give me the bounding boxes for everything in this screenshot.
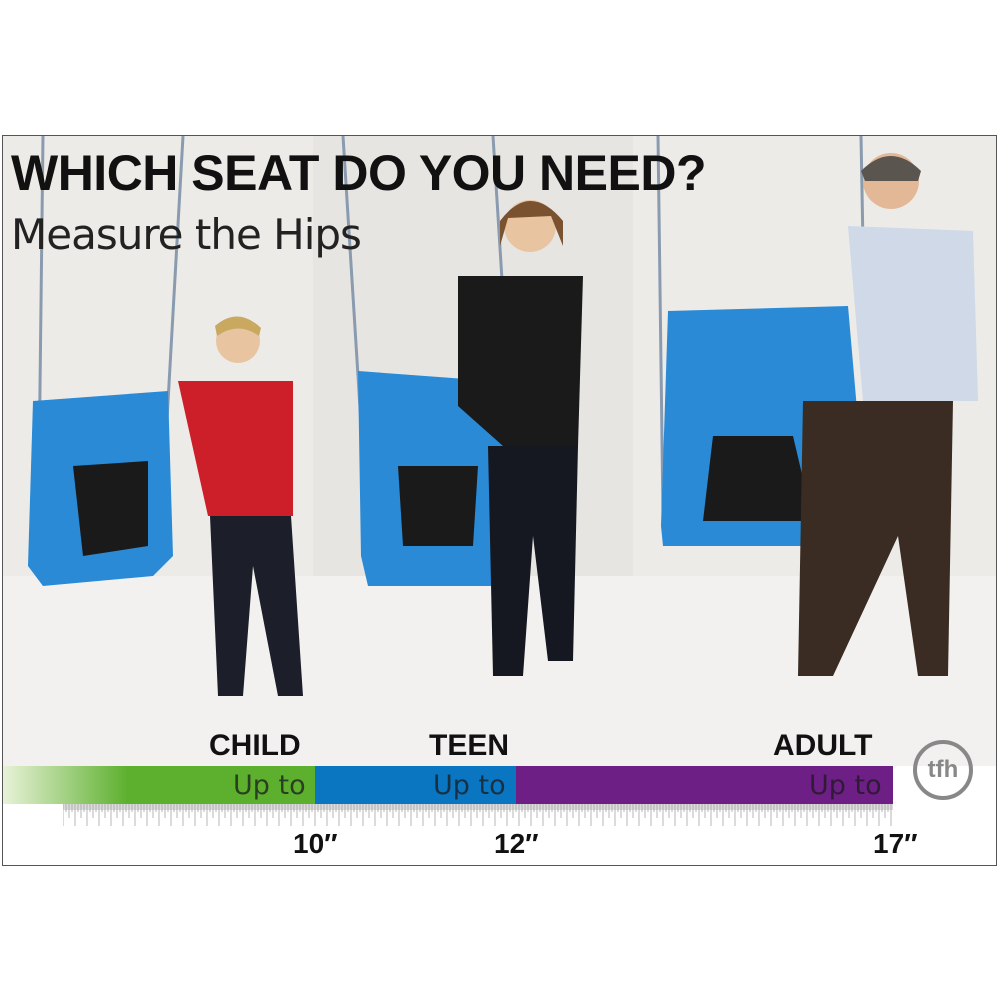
child-upto: Up to: [233, 770, 306, 801]
label-teen: TEEN: [429, 729, 510, 762]
child-seat: [28, 136, 185, 586]
infographic-frame: WHICH SEAT DO YOU NEED? Measure the Hips…: [2, 135, 997, 866]
adult-upto: Up to: [809, 770, 882, 801]
adult-person: [798, 153, 978, 676]
label-child: CHILD: [209, 729, 301, 762]
measure-adult: 17″: [873, 828, 918, 859]
ruler: [63, 804, 893, 826]
measure-child: 10″: [293, 828, 338, 859]
measure-teen: 12″: [494, 828, 539, 859]
tfh-logo: tfh: [913, 740, 973, 800]
page-title: WHICH SEAT DO YOU NEED?: [11, 145, 707, 201]
adult-bar: [516, 766, 893, 804]
teen-upto: Up to: [433, 770, 506, 801]
subtitle: Measure the Hips: [11, 210, 362, 259]
teen-bar: [315, 766, 516, 804]
child-bar: [3, 766, 315, 804]
photo-swing-seats: [3, 136, 996, 766]
child-person: [178, 316, 303, 696]
label-adult: ADULT: [773, 729, 873, 762]
teen-person: [458, 200, 583, 676]
